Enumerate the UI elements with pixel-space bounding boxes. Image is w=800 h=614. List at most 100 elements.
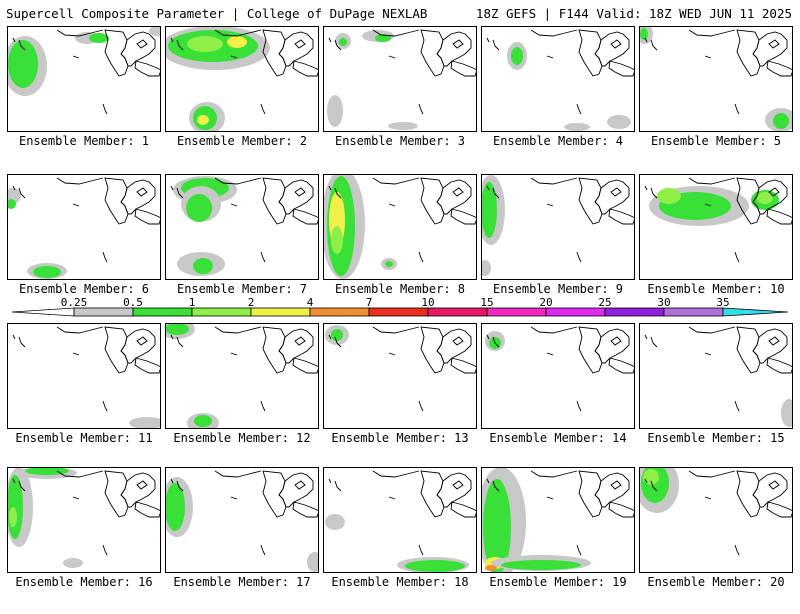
panel-label: Ensemble Member: 12 xyxy=(165,431,319,445)
great-lakes-coastline xyxy=(170,470,319,556)
scp-contour-5-1 xyxy=(640,28,648,40)
colorbar-tick-label: 7 xyxy=(366,296,373,309)
scp-contour-1-3 xyxy=(89,33,109,43)
ensemble-panel-9: Ensemble Member: 9 xyxy=(481,174,635,321)
colorbar-tick-label: 2 xyxy=(248,296,255,309)
scp-contour-15-0 xyxy=(781,399,793,427)
ensemble-panel-14: Ensemble Member: 14 xyxy=(481,323,635,470)
member-map-9 xyxy=(481,174,635,280)
color-scale-legend: 0.25 0.5 1 2 4 7 10 15 20 25 30 35 xyxy=(11,296,789,317)
panel-label: Ensemble Member: 8 xyxy=(323,282,477,296)
member-number: 5 xyxy=(766,134,782,148)
ensemble-panel-19: Ensemble Member: 19 xyxy=(481,467,635,614)
panel-label-prefix: Ensemble Member: xyxy=(173,575,289,589)
panel-label-prefix: Ensemble Member: xyxy=(176,282,293,296)
great-lakes-coastline xyxy=(170,326,319,412)
panel-label: Ensemble Member: 11 xyxy=(7,431,161,445)
scp-contour-3-5 xyxy=(388,122,418,130)
scp-contour-6-1 xyxy=(7,199,16,209)
map-frame xyxy=(639,323,793,429)
ensemble-panel-6: Ensemble Member: 6 xyxy=(7,174,161,321)
member-number: 11 xyxy=(130,431,153,445)
panel-label: Ensemble Member: 3 xyxy=(323,134,477,148)
map-frame xyxy=(7,174,161,280)
map-frame xyxy=(323,26,477,132)
panel-label: Ensemble Member: 7 xyxy=(165,282,319,296)
ensemble-panel-2: Ensemble Member: 2 xyxy=(165,26,319,173)
panel-label-prefix: Ensemble Member: xyxy=(18,282,135,296)
panel-label-prefix: Ensemble Member: xyxy=(18,134,135,148)
member-number: 14 xyxy=(604,431,627,445)
panel-label: Ensemble Member: 20 xyxy=(639,575,793,589)
ensemble-panel-3: Ensemble Member: 3 xyxy=(323,26,477,173)
member-map-19 xyxy=(481,467,635,573)
panel-label: Ensemble Member: 9 xyxy=(481,282,635,296)
scp-contour-2-6 xyxy=(197,115,209,125)
great-lakes-coastline xyxy=(328,470,477,556)
scp-contour-4-2 xyxy=(564,123,590,131)
ensemble-panel-20: Ensemble Member: 20 xyxy=(639,467,793,614)
map-frame xyxy=(7,467,161,573)
panel-label-prefix: Ensemble Member: xyxy=(331,431,447,445)
map-frame xyxy=(165,467,319,573)
member-number: 3 xyxy=(450,134,466,148)
panel-label: Ensemble Member: 4 xyxy=(481,134,635,148)
colorbar-swatch-8 xyxy=(545,307,606,317)
scp-contour-18-2 xyxy=(325,514,345,530)
colorbar-tick-label: 20 xyxy=(539,296,552,309)
scp-contour-1-1 xyxy=(8,40,38,88)
scp-contour-8-5 xyxy=(385,261,393,267)
ensemble-panel-7: Ensemble Member: 7 xyxy=(165,174,319,321)
map-frame xyxy=(481,26,635,132)
colorbar-swatch-2 xyxy=(191,307,252,317)
colorbar-tick-label: 25 xyxy=(598,296,611,309)
panel-label-prefix: Ensemble Member: xyxy=(650,134,767,148)
scp-contour-19-1 xyxy=(483,479,511,573)
panel-label: Ensemble Member: 15 xyxy=(639,431,793,445)
scp-contour-3-3 xyxy=(375,34,391,42)
colorbar-tick-label: 0.25 xyxy=(61,296,88,309)
member-map-4 xyxy=(481,26,635,132)
member-map-11 xyxy=(7,323,161,429)
panel-label: Ensemble Member: 5 xyxy=(639,134,793,148)
panel-label-prefix: Ensemble Member: xyxy=(489,431,605,445)
scp-contour-5-3 xyxy=(773,113,789,129)
panel-label-prefix: Ensemble Member: xyxy=(331,575,447,589)
member-number: 17 xyxy=(288,575,311,589)
panel-label: Ensemble Member: 18 xyxy=(323,575,477,589)
colorbar-swatch-1 xyxy=(132,307,193,317)
member-map-18 xyxy=(323,467,477,573)
great-lakes-coastline xyxy=(12,177,161,263)
scp-contour-2-3 xyxy=(227,36,247,48)
scp-contour-7-5 xyxy=(193,258,213,274)
colorbar-swatch-0 xyxy=(73,307,134,317)
ensemble-panel-17: Ensemble Member: 17 xyxy=(165,467,319,614)
member-number: 20 xyxy=(762,575,785,589)
member-map-15 xyxy=(639,323,793,429)
member-number: 2 xyxy=(292,134,308,148)
panel-label: Ensemble Member: 10 xyxy=(639,282,793,296)
colorbar-swatch-11 xyxy=(722,307,789,317)
map-frame xyxy=(323,467,477,573)
panel-label: Ensemble Member: 1 xyxy=(7,134,161,148)
great-lakes-coastline xyxy=(486,29,635,115)
great-lakes-coastline xyxy=(170,29,319,115)
panel-label-prefix: Ensemble Member: xyxy=(334,282,451,296)
member-number: 16 xyxy=(130,575,153,589)
scp-contour-10-4 xyxy=(757,192,773,204)
panel-label: Ensemble Member: 6 xyxy=(7,282,161,296)
panel-label-prefix: Ensemble Member: xyxy=(173,431,289,445)
member-number: 7 xyxy=(292,282,308,296)
map-frame xyxy=(165,323,319,429)
great-lakes-coastline xyxy=(486,177,635,263)
member-map-6 xyxy=(7,174,161,280)
colorbar-swatch-4 xyxy=(309,307,370,317)
member-map-17 xyxy=(165,467,319,573)
colorbar-tick-label: 0.5 xyxy=(123,296,143,309)
ensemble-panel-12: Ensemble Member: 12 xyxy=(165,323,319,470)
scp-contour-16-2 xyxy=(9,507,17,527)
scp-contour-4-3 xyxy=(607,115,631,129)
scp-contour-12-1 xyxy=(165,323,189,335)
member-map-3 xyxy=(323,26,477,132)
map-frame xyxy=(639,174,793,280)
